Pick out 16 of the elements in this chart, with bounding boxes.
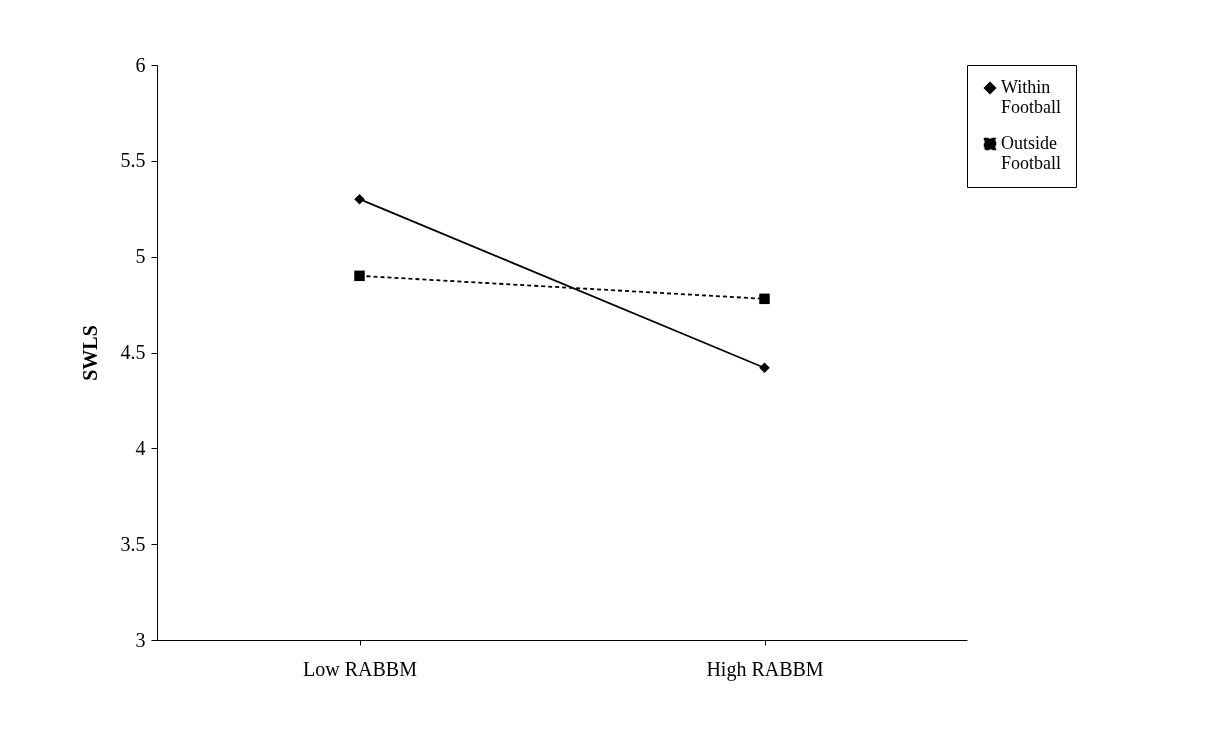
y-tick-label: 3 (135, 628, 146, 651)
y-tick-label: 5.5 (120, 149, 146, 172)
y-axis-title: SWLS (78, 325, 101, 381)
y-tick-label: 4.5 (120, 341, 146, 363)
point (759, 362, 770, 374)
x-tick-label: High RABBM (706, 657, 824, 681)
x-tick-label: Low RABBM (303, 657, 418, 680)
point (759, 293, 770, 305)
y-tick-label: 4 (135, 436, 146, 459)
legend-label: Within Football (1001, 77, 1062, 117)
y-tick-label: 3.5 (120, 532, 146, 555)
y-tick-label: 5 (135, 245, 146, 268)
point (354, 270, 365, 282)
y-tick-label: 6 (135, 53, 146, 76)
legend-label: Outside Football (1001, 133, 1062, 173)
point (354, 193, 365, 205)
